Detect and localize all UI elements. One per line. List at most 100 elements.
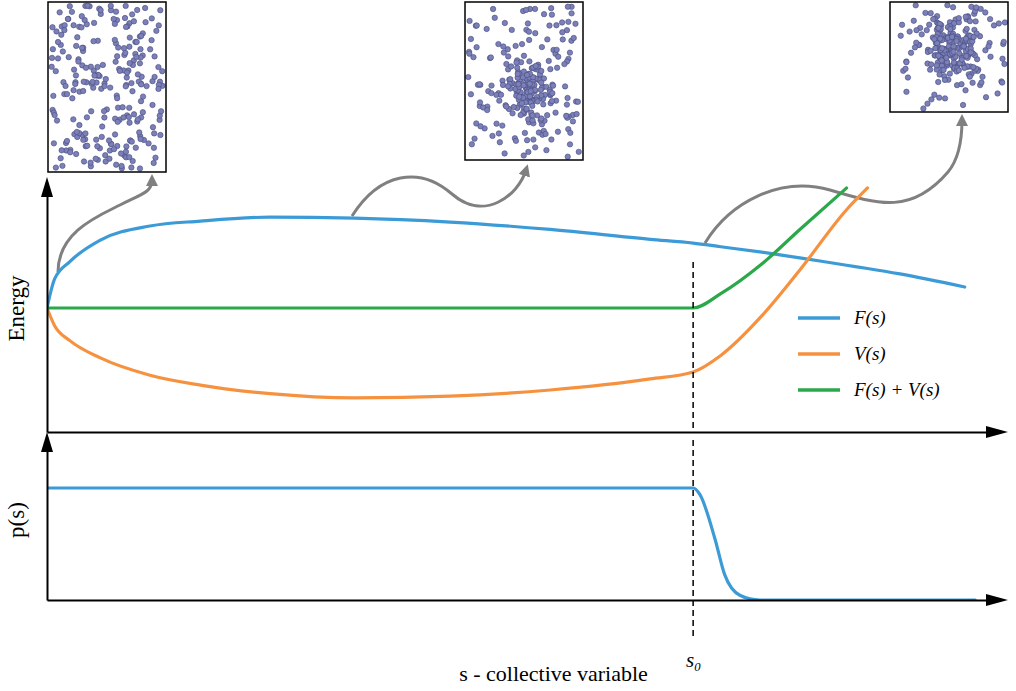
particle — [1001, 39, 1006, 44]
x-axis-line — [48, 600, 1001, 602]
plot-area — [47, 188, 965, 398]
particle — [904, 89, 909, 94]
particle — [554, 65, 559, 70]
particle — [959, 81, 964, 86]
particle — [134, 7, 139, 12]
particle — [68, 150, 73, 155]
particle — [477, 82, 482, 87]
particle — [554, 47, 559, 52]
particle — [124, 144, 129, 149]
particle — [500, 123, 505, 128]
particle — [521, 153, 526, 158]
particle — [560, 30, 565, 35]
particle — [123, 3, 128, 8]
particle — [138, 136, 143, 141]
particle — [947, 71, 952, 76]
particle — [544, 147, 549, 152]
y-axis-arrow — [41, 432, 53, 452]
pointer-arrow — [352, 170, 526, 216]
particle — [565, 154, 570, 159]
particle — [954, 38, 959, 43]
particle — [100, 62, 105, 67]
particle — [956, 15, 961, 20]
particle — [559, 20, 564, 25]
particle — [555, 129, 560, 134]
particle — [517, 94, 522, 99]
particle — [101, 108, 106, 113]
particle — [554, 23, 559, 28]
particle — [59, 32, 64, 37]
particle — [51, 141, 56, 146]
particle — [129, 80, 134, 85]
particle — [530, 113, 535, 118]
particle — [64, 138, 69, 143]
particle — [530, 103, 535, 108]
curve — [47, 217, 965, 308]
inset — [48, 2, 166, 172]
particle — [562, 84, 567, 89]
particle — [120, 105, 125, 110]
particle — [951, 44, 956, 49]
particle — [98, 7, 103, 12]
particle — [133, 145, 138, 150]
particle — [73, 151, 78, 156]
particle — [963, 36, 968, 41]
particle — [504, 104, 509, 109]
particle — [932, 36, 937, 41]
particle — [963, 88, 968, 93]
particle — [487, 55, 492, 60]
particle — [991, 23, 996, 28]
particle — [928, 10, 933, 15]
particle — [508, 64, 513, 69]
particle — [999, 80, 1004, 85]
particle — [103, 76, 108, 81]
particle — [139, 82, 144, 87]
particle — [91, 38, 96, 43]
particle — [53, 165, 58, 170]
particle — [138, 46, 143, 51]
particle — [71, 23, 76, 28]
particle — [538, 87, 543, 92]
particle — [123, 149, 128, 154]
particle — [548, 5, 553, 10]
particle — [1002, 20, 1007, 25]
particle — [67, 3, 72, 8]
particle — [539, 68, 544, 73]
particle — [523, 7, 528, 12]
particle — [122, 15, 127, 20]
particle — [963, 14, 968, 19]
particle — [936, 79, 941, 84]
particle — [939, 58, 944, 63]
particle — [913, 3, 918, 8]
particle — [564, 102, 569, 107]
particle — [962, 65, 967, 70]
particle — [494, 121, 499, 126]
particle — [126, 114, 131, 119]
tick-guide-line — [692, 262, 694, 432]
particle — [492, 15, 497, 20]
chart: EnergyF(s)V(s)F(s) + V(s)s₀p(s)s - colle… — [0, 0, 1016, 691]
particle — [506, 54, 511, 59]
particle — [484, 107, 489, 112]
particle — [468, 36, 473, 41]
particle — [469, 142, 474, 147]
particle — [546, 58, 551, 63]
particle — [571, 35, 576, 40]
particle — [490, 6, 495, 11]
particle — [54, 29, 59, 34]
particle — [137, 61, 142, 66]
particle — [562, 61, 567, 66]
particle — [500, 82, 505, 87]
particle — [502, 151, 507, 156]
x-axis — [48, 432, 1001, 433]
particle — [935, 25, 940, 30]
particle — [88, 64, 93, 69]
particle — [575, 99, 580, 104]
particle — [496, 131, 501, 136]
particle — [961, 44, 966, 49]
particle — [530, 118, 535, 123]
curve — [47, 488, 975, 600]
particle — [150, 102, 155, 107]
particle — [138, 33, 143, 38]
particle — [147, 47, 152, 52]
